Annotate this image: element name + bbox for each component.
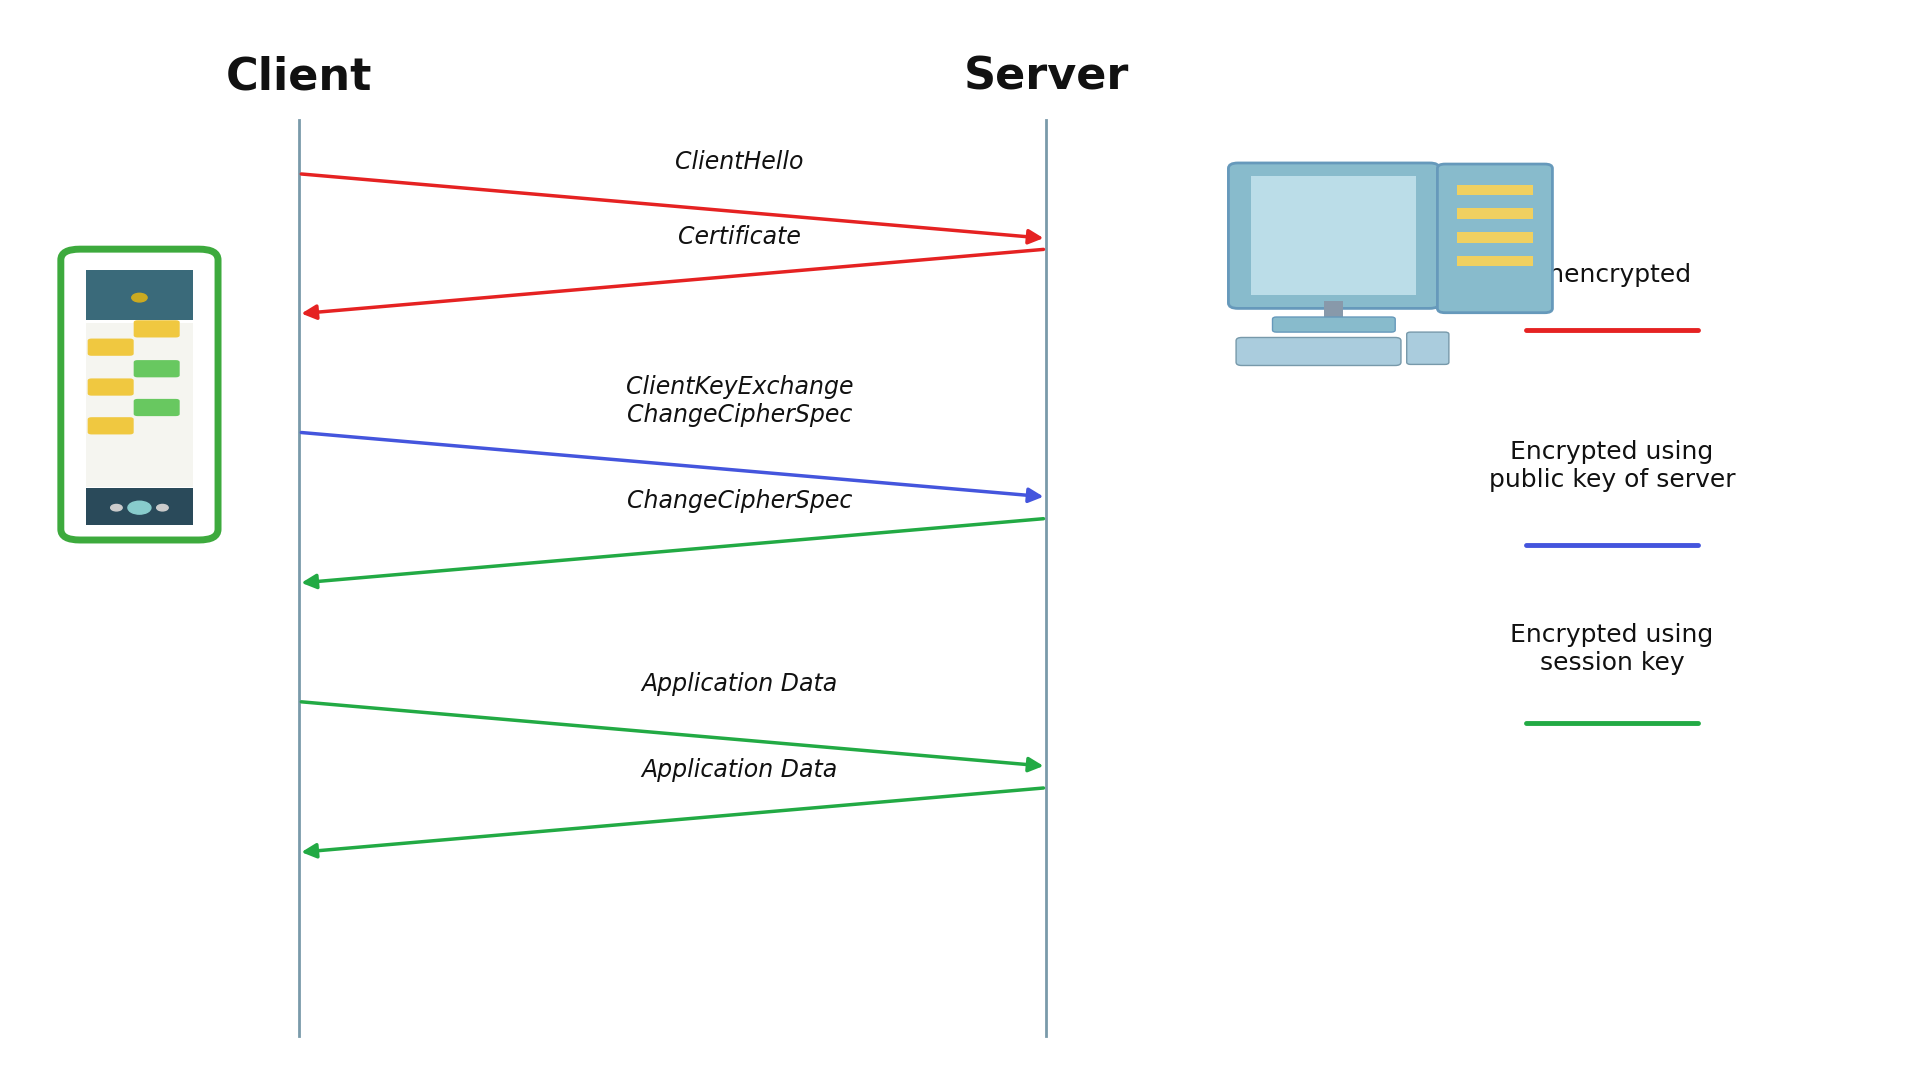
Text: ClientHello: ClientHello bbox=[676, 150, 804, 174]
Bar bbox=[1457, 256, 1534, 267]
Bar bbox=[1325, 301, 1344, 323]
Text: Encrypted using
session key: Encrypted using session key bbox=[1511, 623, 1713, 675]
Text: Application Data: Application Data bbox=[641, 758, 837, 782]
FancyBboxPatch shape bbox=[1229, 163, 1440, 309]
FancyBboxPatch shape bbox=[88, 378, 134, 395]
Bar bbox=[1457, 185, 1534, 195]
Text: Certificate: Certificate bbox=[678, 225, 801, 249]
FancyBboxPatch shape bbox=[134, 399, 180, 416]
FancyBboxPatch shape bbox=[1273, 318, 1396, 332]
FancyBboxPatch shape bbox=[1407, 332, 1450, 364]
Text: Server: Server bbox=[964, 55, 1129, 98]
FancyBboxPatch shape bbox=[1438, 164, 1553, 313]
Circle shape bbox=[157, 504, 169, 511]
Bar bbox=[1457, 208, 1534, 219]
Text: Unencrypted: Unencrypted bbox=[1532, 262, 1692, 287]
Bar bbox=[1457, 232, 1534, 243]
FancyBboxPatch shape bbox=[88, 338, 134, 355]
Text: Encrypted using
public key of server: Encrypted using public key of server bbox=[1488, 440, 1736, 491]
Text: Client: Client bbox=[225, 55, 372, 98]
Text: Application Data: Application Data bbox=[641, 672, 837, 697]
Circle shape bbox=[132, 294, 148, 302]
FancyBboxPatch shape bbox=[86, 488, 194, 525]
Text: ChangeCipherSpec: ChangeCipherSpec bbox=[626, 489, 852, 513]
FancyBboxPatch shape bbox=[134, 321, 180, 337]
FancyBboxPatch shape bbox=[88, 417, 134, 434]
Circle shape bbox=[129, 501, 152, 514]
Circle shape bbox=[111, 504, 123, 511]
Text: ClientKeyExchange
ChangeCipherSpec: ClientKeyExchange ChangeCipherSpec bbox=[626, 375, 852, 427]
FancyBboxPatch shape bbox=[86, 324, 194, 487]
FancyBboxPatch shape bbox=[1252, 176, 1417, 296]
FancyBboxPatch shape bbox=[1236, 337, 1402, 365]
FancyBboxPatch shape bbox=[61, 249, 219, 540]
FancyBboxPatch shape bbox=[134, 360, 180, 377]
FancyBboxPatch shape bbox=[86, 270, 194, 321]
